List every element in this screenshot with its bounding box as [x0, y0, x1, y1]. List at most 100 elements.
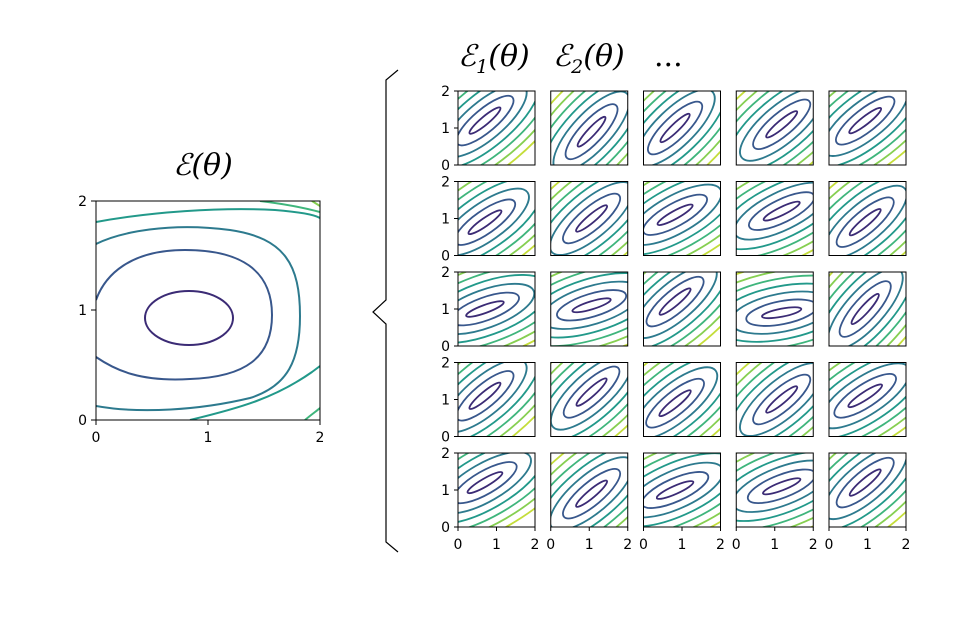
small-contour-4-3-1: [746, 468, 814, 504]
small-contour-1-2-2: [643, 183, 721, 246]
xtick-label-c4-2: 2: [902, 537, 911, 553]
small-panel-0-2: [643, 91, 721, 165]
small-contour-4-2-3: [643, 453, 721, 527]
small-contour-1-2-1: [643, 193, 708, 236]
xtick-label-c1-1: 1: [585, 537, 594, 553]
small-contour-1-2-6: [643, 181, 721, 256]
small-panel-3-2: [643, 362, 721, 437]
small-contour-1-4-0: [848, 208, 882, 237]
small-contour-2-0-0: [465, 300, 505, 318]
small-contour-2-0-1: [458, 291, 520, 327]
small-contour-0-0-2: [458, 91, 528, 158]
small-panel-2-1: [550, 272, 628, 346]
small-contour-1-4-2: [829, 184, 906, 256]
small-panel-1-2: [643, 181, 721, 256]
xtick-label-c3-0: 0: [732, 537, 741, 553]
small-contour-1-4-3: [829, 181, 906, 256]
small-contour-1-2-0: [656, 203, 694, 227]
small-panel-4-2: [643, 453, 721, 527]
small-contour-2-4-4: [829, 272, 906, 346]
small-contour-3-1-0: [575, 377, 608, 407]
main-contour-level-3: [96, 226, 302, 412]
main-ytick-label-0: 0: [78, 413, 87, 429]
small-contour-0-2-5: [643, 91, 721, 165]
small-contour-2-2-4: [643, 272, 721, 346]
small-contour-0-1-3: [550, 91, 628, 165]
small-panel-3-1: [550, 362, 628, 437]
small-contour-2-0-3: [458, 274, 535, 344]
ytick-label-r2-1: 1: [441, 302, 450, 318]
xtick-label-c2-1: 1: [678, 537, 687, 553]
small-contour-4-2-2: [643, 461, 721, 519]
small-contour-3-2-2: [643, 366, 719, 437]
xtick-label-c2-0: 0: [639, 537, 648, 553]
small-contour-4-4-0: [848, 468, 882, 497]
small-contour-1-1-1: [562, 192, 622, 245]
small-contour-4-0-0: [466, 471, 504, 495]
ytick-label-r1-0: 0: [441, 249, 450, 265]
small-contour-0-2-2: [643, 91, 716, 165]
small-contour-4-2-4: [643, 453, 721, 527]
small-contour-1-0-2: [458, 187, 530, 256]
small-contour-2-0-4: [458, 272, 535, 346]
small-contour-2-3-4: [736, 274, 814, 346]
small-contour-3-0-4: [458, 362, 535, 437]
main-contour-level-5: [96, 208, 320, 223]
main-contour-level-2: [96, 248, 274, 381]
small-panel-frame-0-1: [550, 90, 629, 166]
small-panel-4-4: [829, 453, 906, 527]
small-contour-2-4-1: [838, 280, 892, 338]
small-contour-2-1-4: [550, 272, 628, 346]
small-panel-4-3: [736, 453, 814, 527]
ytick-label-r4-1: 1: [441, 483, 450, 499]
small-panel-0-1: [550, 91, 628, 165]
small-contour-0-4-3: [829, 91, 906, 165]
small-contour-2-1-1: [556, 289, 628, 322]
small-contour-0-1-6: [550, 91, 628, 165]
small-contour-0-3-3: [736, 91, 814, 165]
small-panel-3-4: [829, 362, 906, 437]
main-xtick-label-1: 1: [204, 430, 213, 446]
small-contour-0-4-4: [829, 91, 906, 165]
small-contour-0-3-0: [765, 110, 799, 139]
small-contour-2-4-5: [829, 272, 906, 346]
small-contour-3-1-1: [562, 365, 621, 419]
xtick-label-c1-0: 0: [546, 537, 555, 553]
small-contour-3-3-5: [736, 362, 814, 437]
small-contour-1-0-3: [458, 181, 535, 256]
small-contour-0-2-6: [643, 91, 721, 165]
small-contour-3-1-6: [550, 362, 628, 437]
small-contour-3-2-0: [658, 389, 692, 418]
small-contour-3-4-0: [847, 383, 884, 409]
small-panel-frame-1-4: [828, 181, 907, 256]
small-contour-4-3-5: [736, 453, 814, 527]
small-contour-0-4-1: [835, 95, 896, 146]
small-contour-0-0-0: [468, 106, 502, 135]
small-panel-frame-3-4: [828, 362, 907, 437]
small-contour-0-0-4: [458, 91, 535, 165]
small-contour-4-0-1: [458, 461, 518, 505]
small-contour-3-2-4: [643, 362, 721, 437]
small-contour-0-0-3: [458, 91, 535, 165]
small-contour-3-3-1: [752, 373, 812, 426]
main-contour-level-8: [311, 201, 320, 207]
small-contour-2-1-0: [571, 297, 612, 314]
small-contour-1-1-5: [550, 181, 628, 256]
small-contour-4-4-4: [829, 453, 906, 527]
small-panel-frame-2-4: [828, 271, 907, 347]
xtick-label-c2-2: 2: [716, 537, 725, 553]
small-contour-3-3-0: [765, 385, 799, 414]
main-xtick-label-2: 2: [316, 430, 325, 446]
small-contour-0-4-5: [829, 91, 906, 165]
small-contour-1-2-3: [643, 181, 721, 256]
xtick-label-c4-1: 1: [863, 537, 872, 553]
small-contour-4-3-3: [736, 453, 814, 522]
ytick-label-r0-0: 0: [441, 158, 450, 174]
main-ytick-label-1: 1: [78, 303, 87, 319]
small-contour-3-1-5: [550, 362, 628, 437]
xtick-label-c0-1: 1: [492, 537, 501, 553]
small-contour-2-3-3: [736, 282, 814, 343]
small-contour-1-3-5: [736, 181, 814, 256]
small-contour-3-1-2: [550, 362, 628, 431]
small-contour-4-1-5: [550, 453, 628, 527]
